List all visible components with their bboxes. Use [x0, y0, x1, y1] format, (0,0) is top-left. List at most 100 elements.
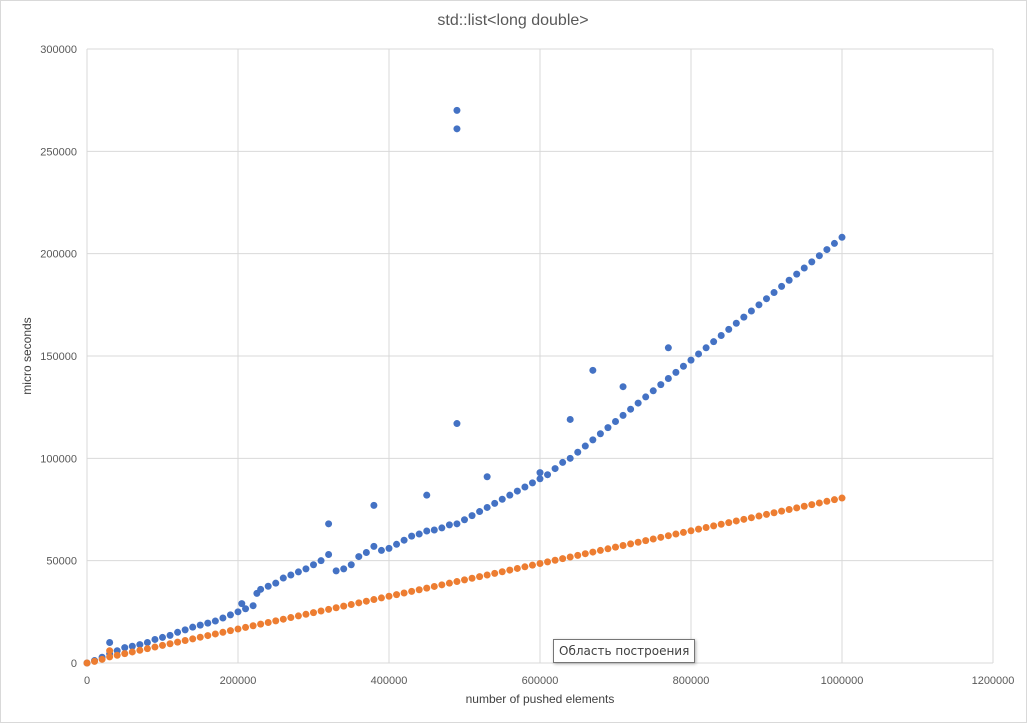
data-point[interactable] — [257, 585, 265, 593]
data-point[interactable] — [483, 473, 491, 481]
data-point[interactable] — [393, 540, 401, 548]
data-point[interactable] — [166, 640, 174, 648]
data-point[interactable] — [815, 499, 823, 507]
data-point[interactable] — [423, 527, 431, 535]
data-point[interactable] — [453, 106, 461, 114]
data-point[interactable] — [732, 517, 740, 525]
series-2[interactable] — [83, 494, 846, 667]
data-point[interactable] — [619, 411, 627, 419]
data-point[interactable] — [279, 615, 287, 623]
data-point[interactable] — [717, 520, 725, 528]
data-point[interactable] — [830, 496, 838, 504]
data-point[interactable] — [687, 527, 695, 535]
data-point[interactable] — [778, 282, 786, 290]
data-point[interactable] — [204, 632, 212, 640]
data-point[interactable] — [664, 375, 672, 383]
data-point[interactable] — [498, 495, 506, 503]
data-point[interactable] — [159, 633, 166, 641]
data-point[interactable] — [453, 125, 461, 133]
data-point[interactable] — [128, 642, 136, 650]
data-point[interactable] — [710, 522, 718, 530]
data-point[interactable] — [347, 561, 355, 569]
data-point[interactable] — [393, 591, 401, 599]
data-point[interactable] — [98, 655, 106, 663]
data-point[interactable] — [136, 641, 144, 649]
data-point[interactable] — [143, 645, 151, 653]
data-point[interactable] — [604, 545, 612, 553]
data-point[interactable] — [566, 415, 574, 423]
data-point[interactable] — [106, 639, 114, 647]
data-point[interactable] — [196, 621, 204, 629]
data-point[interactable] — [476, 573, 484, 581]
data-point[interactable] — [491, 499, 499, 507]
data-point[interactable] — [264, 618, 272, 626]
data-point[interactable] — [242, 605, 250, 613]
data-point[interactable] — [657, 381, 665, 389]
data-point[interactable] — [430, 582, 438, 590]
data-point[interactable] — [498, 568, 506, 576]
data-point[interactable] — [763, 510, 770, 518]
data-point[interactable] — [619, 542, 627, 550]
data-point[interactable] — [808, 501, 816, 509]
data-point[interactable] — [453, 420, 461, 428]
data-point[interactable] — [551, 556, 559, 564]
data-point[interactable] — [302, 610, 310, 618]
data-point[interactable] — [355, 599, 363, 607]
data-point[interactable] — [627, 405, 635, 413]
data-point[interactable] — [174, 628, 182, 636]
data-point[interactable] — [695, 350, 703, 358]
data-point[interactable] — [151, 643, 159, 651]
data-point[interactable] — [181, 636, 189, 644]
data-point[interactable] — [581, 442, 589, 450]
data-point[interactable] — [408, 587, 416, 595]
data-point[interactable] — [596, 430, 604, 438]
data-point[interactable] — [159, 641, 166, 649]
data-point[interactable] — [491, 569, 499, 577]
data-point[interactable] — [521, 483, 529, 491]
data-point[interactable] — [257, 620, 265, 628]
data-point[interactable] — [596, 546, 604, 554]
data-point[interactable] — [204, 619, 212, 627]
data-point[interactable] — [370, 501, 378, 509]
data-point[interactable] — [136, 646, 144, 654]
data-point[interactable] — [747, 514, 755, 522]
data-point[interactable] — [234, 625, 242, 633]
data-point[interactable] — [476, 508, 484, 516]
data-point[interactable] — [294, 568, 302, 576]
data-point[interactable] — [589, 436, 597, 444]
data-point[interactable] — [574, 448, 582, 456]
data-point[interactable] — [355, 553, 363, 561]
data-point[interactable] — [347, 600, 355, 608]
data-point[interactable] — [634, 399, 642, 407]
data-point[interactable] — [528, 479, 536, 487]
data-point[interactable] — [121, 650, 129, 658]
data-point[interactable] — [249, 622, 257, 630]
data-point[interactable] — [106, 647, 114, 655]
data-point[interactable] — [121, 644, 129, 652]
data-point[interactable] — [649, 535, 657, 543]
data-point[interactable] — [687, 356, 695, 364]
data-point[interactable] — [400, 589, 408, 597]
data-point[interactable] — [91, 657, 99, 665]
data-point[interactable] — [483, 503, 491, 511]
data-point[interactable] — [461, 576, 468, 584]
data-point[interactable] — [340, 565, 348, 573]
data-point[interactable] — [332, 567, 340, 575]
data-point[interactable] — [279, 574, 287, 582]
data-point[interactable] — [226, 627, 234, 635]
data-point[interactable] — [551, 465, 559, 473]
data-point[interactable] — [196, 633, 204, 641]
data-point[interactable] — [370, 542, 378, 550]
data-point[interactable] — [785, 276, 793, 284]
data-point[interactable] — [679, 528, 687, 536]
data-point[interactable] — [559, 555, 567, 563]
data-point[interactable] — [513, 487, 521, 495]
data-point[interactable] — [589, 366, 597, 374]
data-point[interactable] — [838, 494, 846, 502]
data-point[interactable] — [664, 532, 672, 540]
data-point[interactable] — [317, 557, 325, 565]
data-point[interactable] — [106, 653, 114, 661]
data-point[interactable] — [113, 651, 121, 659]
data-point[interactable] — [166, 631, 174, 639]
data-point[interactable] — [310, 609, 317, 617]
